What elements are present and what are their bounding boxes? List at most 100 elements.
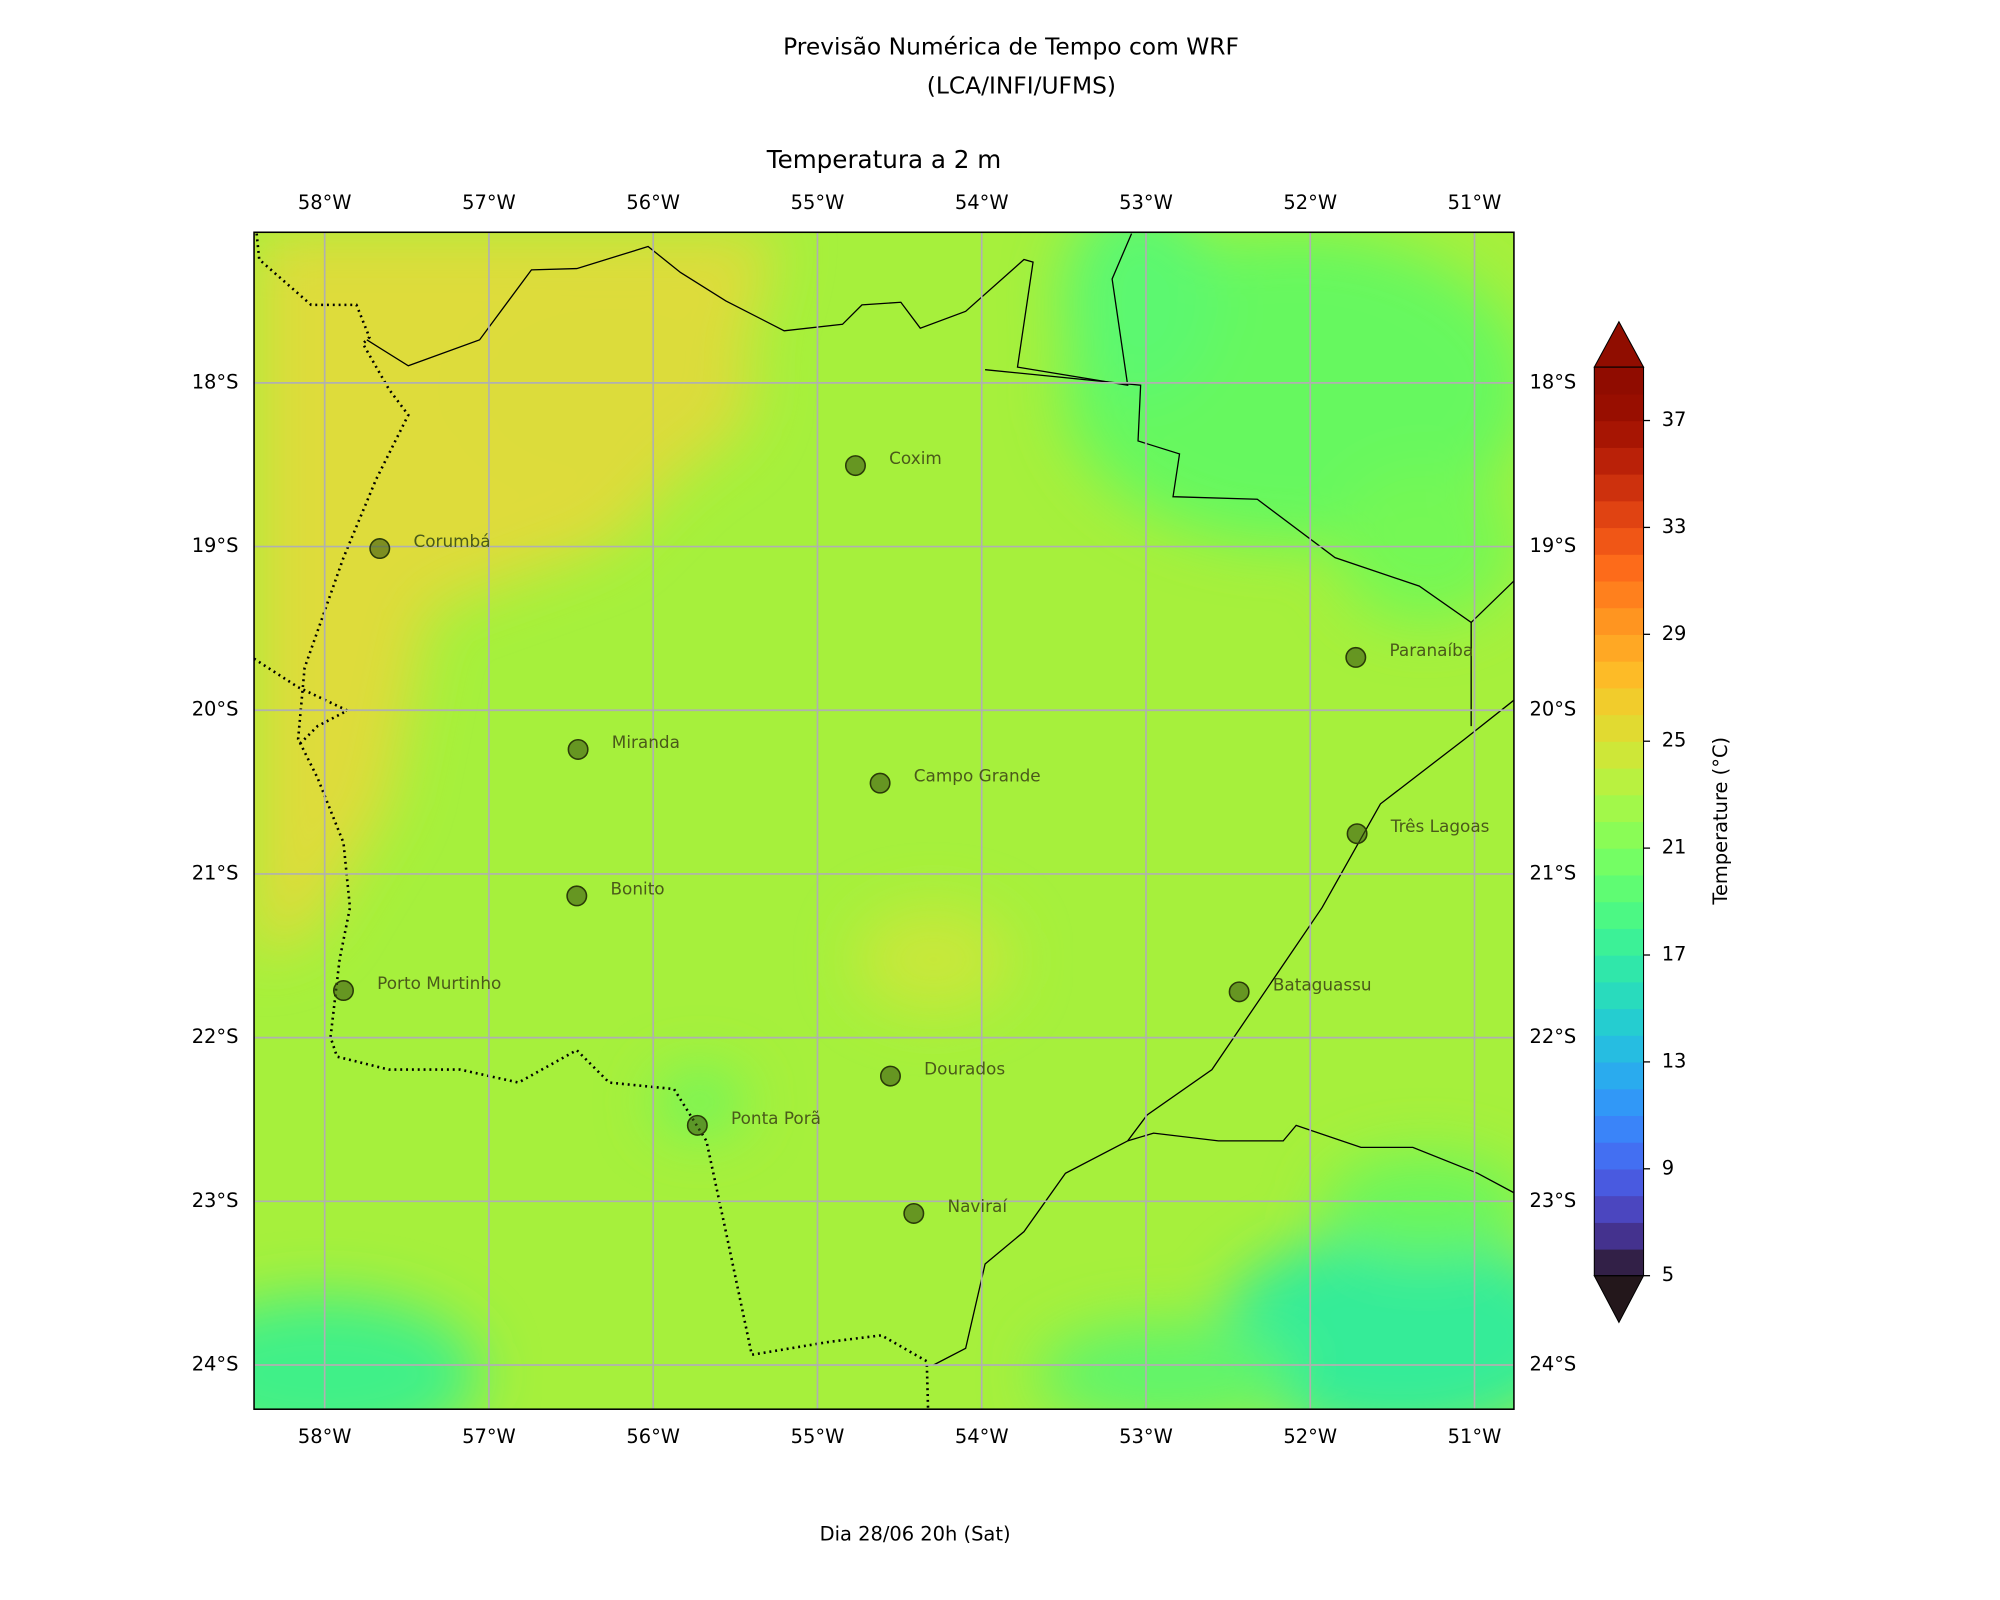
x-tick-label: 58°W: [298, 1425, 352, 1448]
colorbar-band: [1594, 554, 1644, 582]
colorbar-band: [1594, 955, 1644, 983]
colorbar-tick-label: 37: [1662, 408, 1687, 431]
x-tick-label: 51°W: [1448, 1425, 1502, 1448]
colorbar-band: [1594, 473, 1644, 502]
city-marker: [1346, 823, 1368, 845]
colorbar-band: [1594, 1168, 1644, 1197]
x-tick-label: 56°W: [626, 191, 680, 214]
colorbar-band: [1594, 794, 1644, 823]
city-marker: [567, 738, 589, 760]
y-tick-label: 18°S: [192, 370, 239, 393]
y-tick-label: 20°S: [192, 698, 239, 721]
colorbar-band: [1594, 1061, 1644, 1090]
city-label: Paranaíba: [1390, 640, 1474, 660]
city-label: Corumbá: [413, 531, 490, 551]
colorbar-band: [1594, 580, 1644, 609]
colorbar-band: [1594, 447, 1644, 475]
colorbar-band: [1594, 1248, 1644, 1277]
colorbar-band: [1594, 874, 1644, 903]
colorbar-band: [1594, 634, 1644, 662]
colorbar-band: [1594, 901, 1644, 929]
colorbar-tick-label: 5: [1662, 1263, 1674, 1286]
x-tick-label: 54°W: [955, 1425, 1009, 1448]
x-tick-label: 51°W: [1448, 191, 1502, 214]
y-tick-label: 23°S: [192, 1189, 239, 1212]
colorbar-band: [1594, 848, 1644, 876]
colorbar-tick-label: 33: [1662, 515, 1687, 538]
city-marker: [332, 980, 354, 1002]
y-tick-label: 23°S: [1529, 1189, 1576, 1212]
city-label: Três Lagoas: [1390, 816, 1490, 836]
colorbar-band: [1594, 1035, 1644, 1063]
colorbar-band: [1594, 1142, 1644, 1170]
x-tick-label: 55°W: [791, 191, 845, 214]
colorbar-tick-label: 9: [1662, 1156, 1674, 1179]
x-tick-label: 53°W: [1119, 191, 1173, 214]
y-tick-label: 18°S: [1529, 370, 1576, 393]
colorbar-band: [1594, 393, 1644, 422]
y-tick-label: 24°S: [192, 1353, 239, 1376]
x-tick-label: 55°W: [791, 1425, 845, 1448]
colorbar-band: [1594, 500, 1644, 529]
colorbar-tick-label: 29: [1662, 622, 1687, 645]
subtitle: Temperatura a 2 m: [766, 145, 1002, 174]
y-tick-label: 22°S: [192, 1025, 239, 1048]
colorbar-tick-label: 13: [1662, 1049, 1687, 1072]
city-marker: [869, 772, 891, 794]
city-marker: [686, 1114, 708, 1136]
city-label: Miranda: [612, 732, 680, 752]
x-tick-label: 53°W: [1119, 1425, 1173, 1448]
y-tick-label: 20°S: [1529, 698, 1576, 721]
colorbar-label: Temperature (°C): [1709, 737, 1732, 906]
colorbar-tick-label: 25: [1662, 729, 1687, 752]
city-marker: [566, 885, 588, 907]
x-tick-label: 58°W: [298, 191, 352, 214]
city-label: Porto Murtinho: [377, 973, 501, 993]
colorbar-band: [1594, 527, 1644, 555]
colorbar-band: [1594, 661, 1644, 689]
colorbar-band: [1594, 928, 1644, 956]
title-line: (LCA/INFI/UFMS): [927, 72, 1116, 100]
y-tick-label: 24°S: [1529, 1353, 1576, 1376]
city-label: Ponta Porã: [731, 1108, 821, 1128]
city-label: Coxim: [889, 448, 942, 468]
city-label: Dourados: [924, 1059, 1005, 1079]
colorbar-band: [1594, 714, 1644, 742]
y-tick-label: 19°S: [1529, 534, 1576, 557]
x-tick-label: 56°W: [626, 1425, 680, 1448]
x-tick-label: 54°W: [955, 191, 1009, 214]
city-marker: [844, 455, 866, 477]
colorbar-band: [1594, 1088, 1644, 1117]
city-label: Naviraí: [948, 1196, 1009, 1216]
map-frame: [253, 231, 1515, 1410]
y-tick-label: 21°S: [1529, 861, 1576, 884]
colorbar-tick-label: 21: [1662, 836, 1687, 859]
city-marker: [903, 1202, 925, 1224]
colorbar-band: [1594, 821, 1644, 849]
colorbar-band: [1594, 767, 1644, 796]
colorbar-band: [1594, 687, 1644, 716]
colorbar-band: [1594, 1008, 1644, 1036]
colorbar-frame: [1593, 366, 1645, 1277]
x-tick-label: 52°W: [1283, 191, 1337, 214]
city-label: Bataguassu: [1273, 974, 1372, 994]
city-marker: [1345, 646, 1367, 668]
x-tick-label: 57°W: [462, 191, 516, 214]
colorbar-tick-label: 17: [1662, 943, 1687, 966]
city-label: Bonito: [610, 878, 664, 898]
colorbar-band: [1594, 1115, 1644, 1143]
city-marker: [879, 1065, 901, 1087]
y-tick-label: 19°S: [192, 534, 239, 557]
x-tick-label: 52°W: [1283, 1425, 1337, 1448]
colorbar-band: [1594, 420, 1644, 448]
city-label: Campo Grande: [914, 766, 1041, 786]
colorbar-band: [1594, 367, 1644, 395]
colorbar-extend: [1593, 1275, 1645, 1324]
colorbar-band: [1594, 741, 1644, 769]
y-tick-label: 21°S: [192, 861, 239, 884]
title-line: Previsão Numérica de Tempo com WRF: [783, 33, 1239, 61]
city-marker: [369, 538, 391, 560]
colorbar-extend: [1593, 320, 1645, 368]
temperature-field: Coxim Corumbá Paranaíba Miranda Campo Grande…: [254, 232, 1514, 1410]
